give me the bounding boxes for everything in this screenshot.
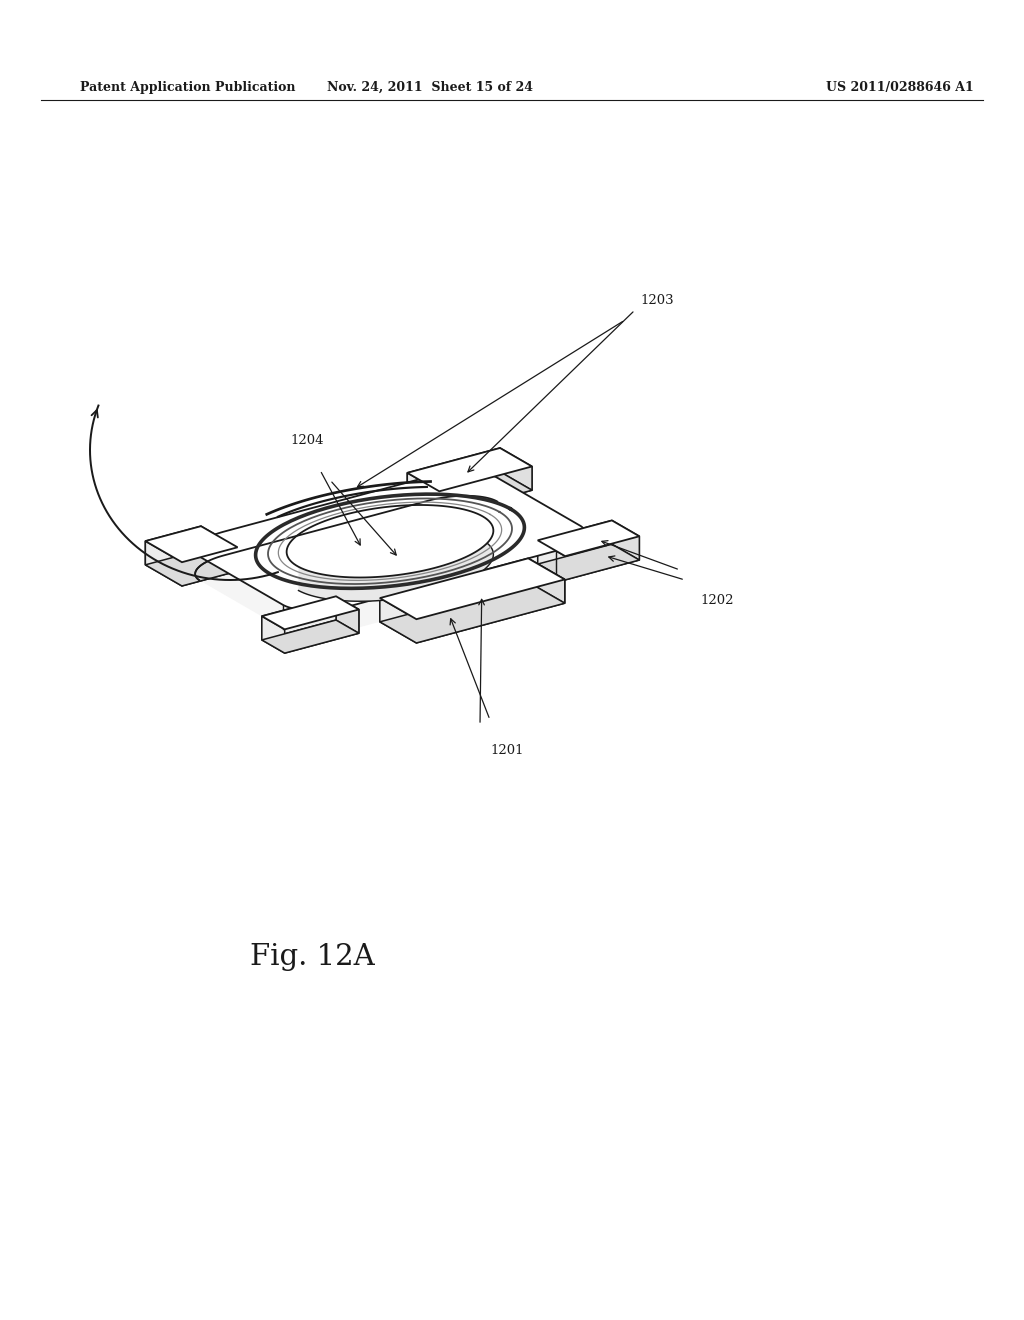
- Polygon shape: [538, 540, 565, 579]
- Polygon shape: [336, 597, 358, 634]
- Polygon shape: [408, 447, 532, 491]
- Polygon shape: [287, 506, 494, 577]
- Polygon shape: [408, 473, 439, 515]
- Text: Nov. 24, 2011  Sheet 15 of 24: Nov. 24, 2011 Sheet 15 of 24: [327, 81, 534, 94]
- Polygon shape: [145, 527, 238, 562]
- Polygon shape: [538, 520, 612, 564]
- Text: Patent Application Publication: Patent Application Publication: [80, 81, 296, 94]
- Text: US 2011/0288646 A1: US 2011/0288646 A1: [826, 81, 974, 94]
- Polygon shape: [145, 527, 201, 565]
- Polygon shape: [380, 582, 565, 643]
- Polygon shape: [380, 558, 528, 622]
- Text: 1202: 1202: [700, 594, 733, 606]
- Polygon shape: [417, 579, 565, 643]
- Polygon shape: [439, 466, 532, 515]
- Polygon shape: [380, 558, 565, 619]
- Polygon shape: [262, 597, 358, 630]
- Polygon shape: [262, 620, 358, 653]
- Polygon shape: [408, 447, 500, 496]
- Polygon shape: [528, 558, 565, 603]
- Polygon shape: [565, 536, 639, 579]
- Polygon shape: [145, 541, 182, 586]
- Polygon shape: [612, 520, 639, 560]
- Polygon shape: [285, 610, 358, 653]
- Polygon shape: [538, 544, 639, 579]
- Text: 1201: 1201: [490, 743, 523, 756]
- Text: 1204: 1204: [290, 433, 324, 446]
- Polygon shape: [299, 516, 494, 601]
- Polygon shape: [262, 616, 285, 653]
- Polygon shape: [500, 447, 532, 490]
- Text: 1203: 1203: [640, 293, 674, 306]
- Polygon shape: [408, 471, 532, 515]
- Polygon shape: [182, 548, 238, 586]
- Polygon shape: [380, 598, 417, 643]
- Polygon shape: [262, 597, 336, 640]
- Polygon shape: [201, 527, 238, 572]
- Text: Fig. 12A: Fig. 12A: [250, 942, 375, 972]
- Polygon shape: [196, 473, 585, 634]
- Polygon shape: [538, 520, 639, 556]
- Polygon shape: [196, 473, 585, 610]
- Polygon shape: [145, 550, 238, 586]
